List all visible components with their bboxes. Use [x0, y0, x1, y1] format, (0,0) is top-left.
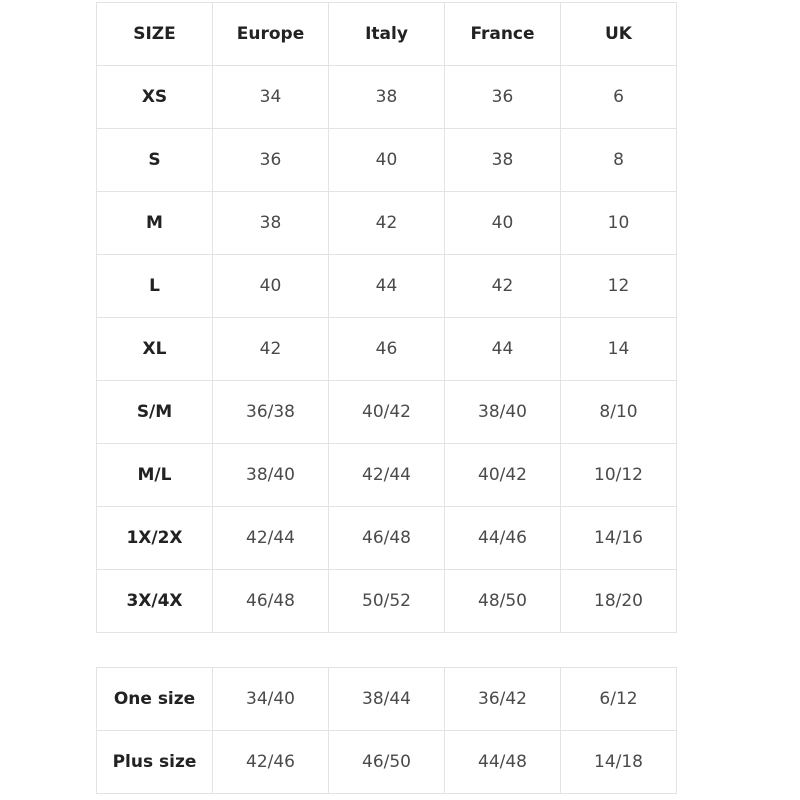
- row-label: Plus size: [96, 730, 213, 794]
- column-header: Italy: [328, 2, 445, 66]
- row-label: S/M: [96, 380, 213, 444]
- table-cell: 36: [212, 128, 329, 192]
- table-row: S/M 36/38 40/42 38/40 8/10: [96, 380, 677, 444]
- table-cell: 36/38: [212, 380, 329, 444]
- column-header: UK: [560, 2, 677, 66]
- table-cell: 38/44: [328, 667, 445, 731]
- table-row: M 38 42 40 10: [96, 191, 677, 255]
- row-label: S: [96, 128, 213, 192]
- special-size-table: One size 34/40 38/44 36/42 6/12 Plus size 42/4…: [96, 667, 677, 794]
- table-cell: 38: [328, 65, 445, 129]
- row-label: M/L: [96, 443, 213, 507]
- table-cell: 46/48: [212, 569, 329, 633]
- table-cell: 44: [444, 317, 561, 381]
- table-row: One size 34/40 38/44 36/42 6/12: [96, 667, 677, 731]
- table-cell: 36: [444, 65, 561, 129]
- table-row: XS 34 38 36 6: [96, 65, 677, 129]
- table-cell: 40/42: [444, 443, 561, 507]
- table-row: 3X/4X 46/48 50/52 48/50 18/20: [96, 569, 677, 633]
- table-cell: 40/42: [328, 380, 445, 444]
- table-cell: 40: [328, 128, 445, 192]
- table-row: L 40 44 42 12: [96, 254, 677, 318]
- table-cell: 46: [328, 317, 445, 381]
- header-row: SIZE Europe Italy France UK: [96, 2, 677, 66]
- table-cell: 36/42: [444, 667, 561, 731]
- table-cell: 46/50: [328, 730, 445, 794]
- column-header: Europe: [212, 2, 329, 66]
- table-cell: 38/40: [444, 380, 561, 444]
- table-cell: 38: [212, 191, 329, 255]
- table-row: S 36 40 38 8: [96, 128, 677, 192]
- table-cell: 46/48: [328, 506, 445, 570]
- table-cell: 34/40: [212, 667, 329, 731]
- table-cell: 12: [560, 254, 677, 318]
- table-cell: 48/50: [444, 569, 561, 633]
- column-header: France: [444, 2, 561, 66]
- table-cell: 10: [560, 191, 677, 255]
- table-cell: 10/12: [560, 443, 677, 507]
- table-cell: 44/48: [444, 730, 561, 794]
- table-cell: 34: [212, 65, 329, 129]
- table-cell: 42: [444, 254, 561, 318]
- row-label: M: [96, 191, 213, 255]
- size-conversion-table: SIZE Europe Italy France UK XS 34 38 36 6 S 36 40 38 8…: [96, 2, 677, 633]
- table-cell: 8/10: [560, 380, 677, 444]
- row-label: One size: [96, 667, 213, 731]
- table-row: 1X/2X 42/44 46/48 44/46 14/16: [96, 506, 677, 570]
- table-row: Plus size 42/46 46/50 44/48 14/18: [96, 730, 677, 794]
- table-cell: 42/46: [212, 730, 329, 794]
- table-cell: 40: [212, 254, 329, 318]
- table-cell: 8: [560, 128, 677, 192]
- table-cell: 42: [328, 191, 445, 255]
- table-cell: 6: [560, 65, 677, 129]
- column-header: SIZE: [96, 2, 213, 66]
- table-cell: 50/52: [328, 569, 445, 633]
- table-cell: 38/40: [212, 443, 329, 507]
- table-cell: 18/20: [560, 569, 677, 633]
- row-label: 3X/4X: [96, 569, 213, 633]
- table-cell: 14: [560, 317, 677, 381]
- table-cell: 42/44: [328, 443, 445, 507]
- table-cell: 42: [212, 317, 329, 381]
- row-label: XL: [96, 317, 213, 381]
- row-label: 1X/2X: [96, 506, 213, 570]
- row-label: XS: [96, 65, 213, 129]
- table-row: M/L 38/40 42/44 40/42 10/12: [96, 443, 677, 507]
- table-cell: 44/46: [444, 506, 561, 570]
- table-cell: 14/18: [560, 730, 677, 794]
- table-row: XL 42 46 44 14: [96, 317, 677, 381]
- table-cell: 40: [444, 191, 561, 255]
- row-label: L: [96, 254, 213, 318]
- table-cell: 6/12: [560, 667, 677, 731]
- table-cell: 42/44: [212, 506, 329, 570]
- table-cell: 38: [444, 128, 561, 192]
- table-cell: 44: [328, 254, 445, 318]
- table-cell: 14/16: [560, 506, 677, 570]
